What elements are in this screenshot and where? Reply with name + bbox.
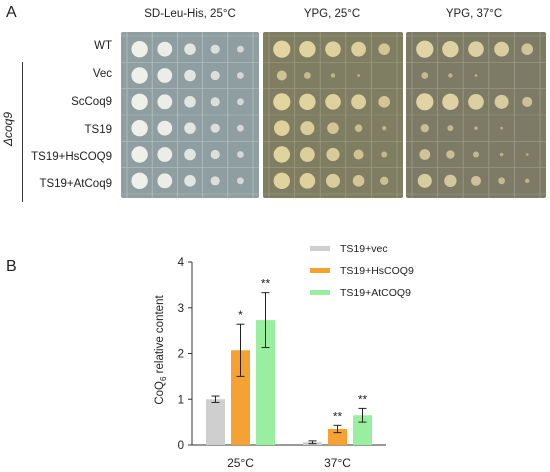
error-bar bbox=[236, 323, 245, 377]
significance-mark: ** bbox=[358, 392, 368, 406]
bar bbox=[231, 350, 250, 445]
significance-mark: ** bbox=[261, 277, 271, 291]
legend-swatch bbox=[310, 268, 330, 273]
panel-b-letter: B bbox=[6, 258, 17, 275]
row-label-ts19-hscoq9: TS19+HsCOQ9 bbox=[31, 151, 112, 163]
row-label-wt: WT bbox=[94, 40, 112, 52]
significance-mark: ** bbox=[333, 409, 343, 423]
row-label-sccoq9: ScCoq9 bbox=[71, 96, 112, 108]
panel-a-letter: A bbox=[6, 4, 17, 21]
bar bbox=[353, 415, 372, 445]
error-bar bbox=[211, 395, 220, 403]
condition-title-ypg-37: YPG, 37°C bbox=[445, 8, 503, 20]
plate-sd-25 bbox=[121, 32, 259, 198]
plate-ypg-37 bbox=[406, 32, 546, 198]
x-tick-label: 25°C bbox=[227, 456, 254, 470]
y-tick-label: 4 bbox=[178, 257, 185, 269]
error-bar bbox=[261, 292, 270, 349]
row-label-ts19: TS19 bbox=[84, 124, 113, 136]
strain-label: Δcoq9 bbox=[1, 111, 15, 147]
legend-label: TS19+AtCOQ9 bbox=[340, 287, 411, 299]
bar bbox=[206, 399, 225, 445]
condition-title-sd-25: SD-Leu-His, 25°C bbox=[144, 8, 236, 20]
error-bar bbox=[333, 424, 342, 434]
strain-bracket-line bbox=[22, 62, 23, 202]
legend-swatch bbox=[310, 290, 330, 295]
row-label-ts19-atcoq9: TS19+AtCoq9 bbox=[39, 178, 112, 190]
legend-swatch bbox=[310, 246, 330, 251]
y-tick-label: 1 bbox=[178, 394, 184, 406]
y-tick-label: 3 bbox=[178, 303, 184, 315]
error-bar bbox=[308, 440, 317, 445]
coq6-bar-chart: 01234***25°C****37°CTS19+vecTS19+HsCOQ9T… bbox=[154, 243, 414, 470]
significance-mark: * bbox=[238, 308, 243, 322]
legend-label: TS19+vec bbox=[340, 243, 388, 255]
bar bbox=[328, 428, 347, 445]
error-bar bbox=[358, 407, 367, 423]
bar bbox=[256, 320, 275, 445]
legend-label: TS19+HsCOQ9 bbox=[340, 265, 414, 277]
legend: TS19+vec TS19+HsCOQ9 TS19+AtCOQ9 bbox=[310, 243, 414, 299]
x-tick-label: 37°C bbox=[324, 456, 351, 470]
y-axis-label: CoQ6 relative content bbox=[154, 295, 168, 405]
y-tick-label: 2 bbox=[178, 349, 184, 361]
row-label-vec: Vec bbox=[92, 68, 112, 80]
condition-title-ypg-25: YPG, 25°C bbox=[303, 8, 361, 20]
y-tick-label: 0 bbox=[178, 440, 184, 452]
plate-ypg-25 bbox=[263, 32, 403, 198]
